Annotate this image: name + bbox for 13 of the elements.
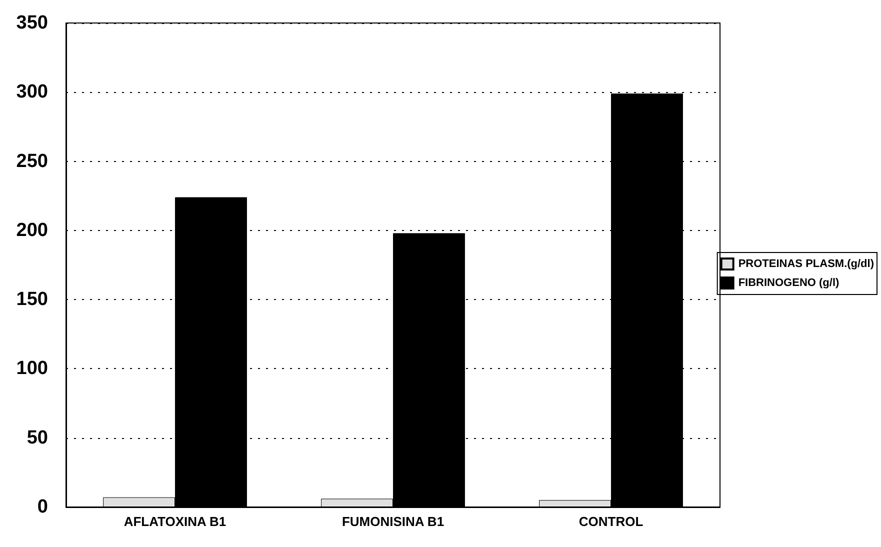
y-tick-label: 50 xyxy=(26,427,48,448)
y-tick-label: 150 xyxy=(16,289,48,310)
y-tick-label: 0 xyxy=(37,496,48,518)
y-tick-label: 100 xyxy=(16,358,48,380)
legend-label: FIBRINOGENO (g/l) xyxy=(738,277,840,289)
x-tick-label: FUMONISINA B1 xyxy=(342,514,444,529)
legend-label: PROTEINAS PLASM.(g/dl) xyxy=(738,258,874,270)
y-tick-label: 350 xyxy=(16,12,48,34)
x-tick-label: CONTROL xyxy=(578,514,644,529)
y-tick-label: 250 xyxy=(16,150,48,172)
x-tick-label: AFLATOXINA B1 xyxy=(124,514,226,529)
y-tick-label: 300 xyxy=(16,82,48,103)
y-tick-label: 200 xyxy=(16,220,48,241)
